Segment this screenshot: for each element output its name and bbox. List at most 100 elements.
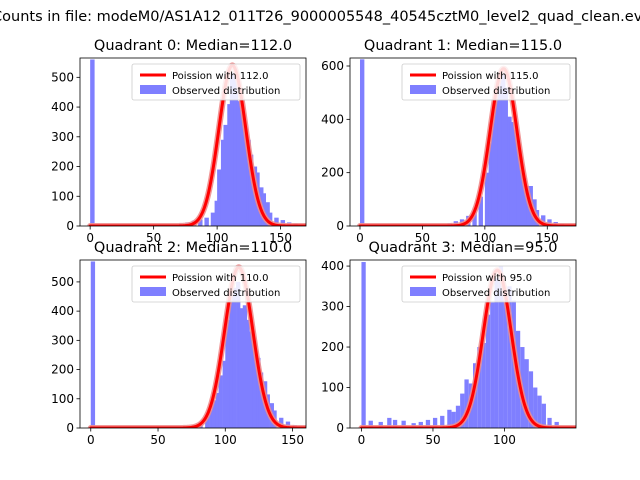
histogram-bar: [220, 139, 226, 226]
histogram-bar: [477, 347, 482, 428]
histogram-bar: [503, 290, 508, 428]
poisson-curve: [88, 63, 306, 226]
histogram-bar: [229, 293, 234, 428]
y-tick-label: 200: [51, 160, 74, 174]
quadrant-2-title: Quadrant 2: Median=110.0: [94, 240, 292, 256]
histogram-bar: [225, 319, 230, 428]
x-tick-label: 100: [473, 231, 496, 245]
quadrant-1-plot-area: [356, 59, 576, 226]
x-tick-label: 100: [214, 433, 237, 447]
histogram-bar: [279, 417, 284, 428]
x-tick-label: 50: [150, 433, 165, 447]
legend-box: [401, 63, 571, 101]
y-tick-label: 0: [66, 219, 74, 233]
legend-bar-swatch: [410, 85, 436, 94]
x-tick-label: 0: [358, 433, 366, 447]
histogram-bar: [387, 417, 392, 428]
histogram-bar: [210, 212, 216, 226]
histogram-bar: [488, 143, 493, 226]
x-tick-label: 50: [425, 433, 440, 447]
histogram-bar: [361, 262, 366, 428]
histogram-bar: [236, 281, 241, 428]
legend: Poission with 112.0 Observed distribution: [131, 63, 301, 101]
y-tick-label: 200: [321, 166, 344, 180]
histogram-bar: [455, 405, 461, 428]
y-tick-label: 500: [51, 275, 74, 289]
quadrant-3-plot-area: [358, 262, 576, 428]
quadrant-1-chart: 0 50 100 150 0 200 400 600 Quadrant 1: Median=11…: [321, 38, 577, 245]
legend: Poission with 110.0 Observed distribution: [131, 265, 301, 303]
histogram-bar: [232, 287, 237, 428]
histogram-bar: [205, 416, 210, 428]
y-tick-label: 500: [51, 70, 74, 84]
quadrant-1-title: Quadrant 1: Median=115.0: [364, 38, 562, 54]
x-tick-label: 150: [281, 433, 304, 447]
y-tick-label: 200: [51, 363, 74, 377]
y-tick-label: 400: [51, 100, 74, 114]
histogram-bar: [256, 357, 261, 428]
axes-frame: [79, 57, 307, 227]
x-tick-label: 50: [415, 231, 430, 245]
quadrant-0-title: Quadrant 0: Median=112.0: [94, 38, 292, 54]
histogram-bar: [401, 420, 406, 428]
histogram-bar: [507, 116, 512, 226]
quadrant-2-chart: 0 50 100 150 0 100 200 300 400 500 Quadrant 2: Med…: [51, 240, 307, 447]
axes-frame: [349, 259, 577, 429]
histogram-bar: [368, 420, 373, 428]
y-tick-label: 400: [321, 112, 344, 126]
legend-box: [131, 265, 301, 303]
histogram-bar: [519, 170, 525, 226]
quadrant-0-chart: 0 50 100 150 0 100 200 300 400 500 Quadrant 0: Med…: [51, 38, 307, 245]
histogram-bar: [541, 215, 546, 226]
histogram-bar: [359, 59, 365, 226]
y-tick-label: 300: [51, 130, 74, 144]
histogram-bar: [537, 395, 542, 428]
histogram-bar: [198, 219, 203, 226]
histogram-bar: [481, 342, 486, 428]
quadrant-2-plot-area: [87, 261, 306, 428]
legend-bar-swatch: [140, 85, 166, 94]
x-tick-label: 50: [146, 231, 161, 245]
legend-label: Observed distribution: [442, 288, 550, 299]
histogram-bar: [214, 200, 220, 226]
legend-bar-swatch: [410, 287, 436, 296]
axes-frame: [349, 57, 577, 227]
histogram-bar: [432, 417, 438, 428]
histogram-bar: [218, 375, 223, 428]
histogram-bar: [533, 387, 538, 428]
histogram-bar: [498, 266, 504, 428]
legend: Poission with 115.0 Observed distribution: [401, 63, 571, 101]
legend-label: Observed distribution: [442, 86, 550, 97]
figure-suptitle: Counts in file: modeM0/AS1A12_011T26_900…: [0, 9, 640, 25]
x-tick-label: 0: [87, 433, 95, 447]
histogram-bar: [238, 308, 244, 428]
histogram-bar: [554, 421, 559, 428]
histogram-bar: [211, 400, 217, 428]
quadrant-3-chart: 0 50 100 0 100 200 300 400 Quadrant 3: Median=95…: [321, 240, 577, 447]
histogram-bar: [245, 319, 250, 428]
histogram-bar: [227, 104, 232, 226]
poisson-curve: [358, 67, 576, 226]
y-tick-label: 400: [51, 304, 74, 318]
histogram-bar: [528, 371, 534, 428]
histogram-bar: [265, 202, 270, 226]
x-tick-label: 0: [86, 231, 94, 245]
histogram-bar: [524, 359, 529, 428]
histogram-bar: [494, 100, 500, 226]
histogram-bar: [516, 146, 521, 226]
histogram-bar: [217, 169, 222, 226]
x-tick-label: 150: [269, 231, 292, 245]
x-tick-label: 100: [206, 231, 229, 245]
histogram-bar: [378, 421, 383, 428]
poisson-curve: [89, 265, 306, 428]
histogram-bar: [464, 379, 469, 428]
legend-label: Poission with 95.0: [442, 273, 532, 284]
y-tick-label: 100: [321, 381, 344, 395]
legend: Poission with 95.0 Observed distribution: [401, 265, 571, 303]
x-tick-label: 150: [536, 231, 559, 245]
y-tick-label: 600: [321, 59, 344, 73]
histogram-bar: [246, 139, 251, 226]
histogram-bar: [242, 305, 248, 428]
histogram-bar: [503, 87, 508, 226]
